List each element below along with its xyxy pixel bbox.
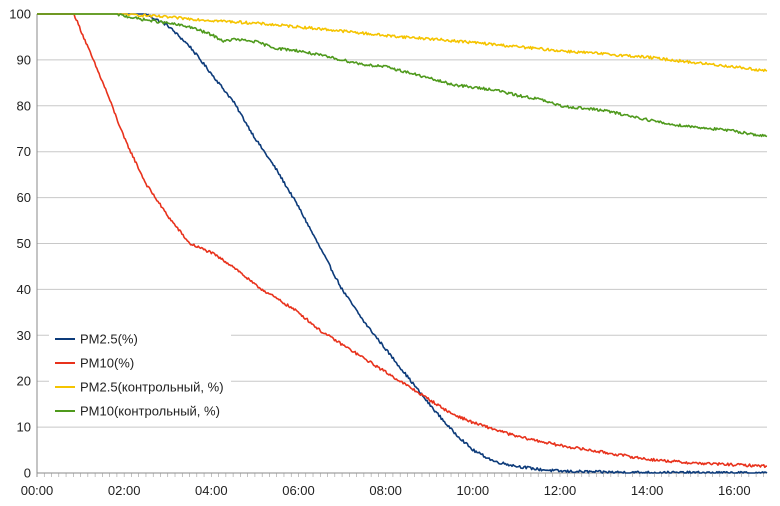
y-tick-label: 50 xyxy=(17,236,31,251)
x-tick-label: 14:00 xyxy=(631,483,664,498)
x-tick-label: 00:00 xyxy=(21,483,54,498)
y-tick-label: 10 xyxy=(17,420,31,435)
series-line-1 xyxy=(37,13,768,474)
y-tick-label: 80 xyxy=(17,98,31,113)
y-tick-label: 20 xyxy=(17,374,31,389)
x-tick-label: 02:00 xyxy=(108,483,141,498)
x-tick-label: 10:00 xyxy=(457,483,490,498)
x-tick-label: 12:00 xyxy=(544,483,577,498)
legend-background xyxy=(49,325,231,425)
y-tick-label: 0 xyxy=(24,466,31,481)
y-tick-label: 70 xyxy=(17,144,31,159)
axes: 0 10 20 30 40 50 60 70 80 90 100 00:00 02:00 04:00 06:… xyxy=(9,7,767,498)
series-line-2 xyxy=(37,13,768,469)
legend-entry-label: PM2.5(контрольный, %) xyxy=(80,380,224,395)
x-tick-label: 16:00 xyxy=(718,483,751,498)
legend: PM2.5(%) PM10(%) PM2.5(контрольный, %) PM10… xyxy=(49,325,231,425)
y-tick-label: 90 xyxy=(17,52,31,67)
legend-entry-label: PM10(контрольный, %) xyxy=(80,404,220,419)
y-tick-label: 60 xyxy=(17,190,31,205)
y-tick-label: 30 xyxy=(17,328,31,343)
series-lines xyxy=(37,13,768,474)
y-tick-label: 40 xyxy=(17,282,31,297)
x-tick-label: 04:00 xyxy=(195,483,228,498)
legend-entry-label: PM10(%) xyxy=(80,356,134,371)
x-tick-label: 06:00 xyxy=(282,483,315,498)
series-line-3 xyxy=(37,13,768,73)
series-line-4 xyxy=(37,13,768,138)
y-tick-label: 100 xyxy=(9,7,31,22)
legend-entry-label: PM2.5(%) xyxy=(80,332,138,347)
x-tick-label: 08:00 xyxy=(369,483,402,498)
